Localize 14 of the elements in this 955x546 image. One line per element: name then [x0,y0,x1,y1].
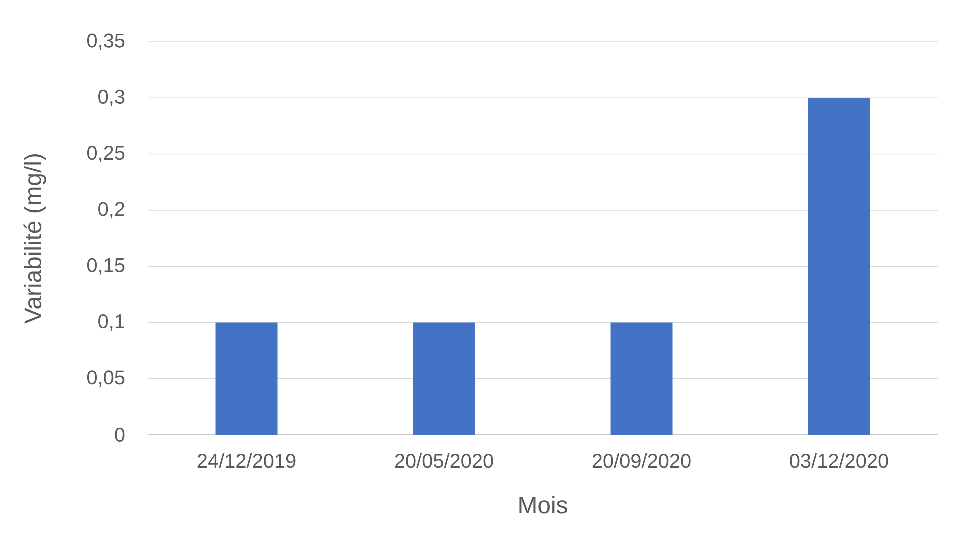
y-tick-label: 0,15 [87,258,125,275]
y-axis-title: Variabilité (mg/l) [24,154,46,324]
y-tick-label: 0 [115,428,125,442]
x-tick-label: 20/05/2020 [395,454,494,468]
x-tick-label: 03/12/2020 [790,454,888,468]
y-tick-label: 0,1 [98,314,125,331]
x-tick-label: 20/09/2020 [592,454,691,468]
x-axis-title: Mois [520,496,568,514]
x-tick-label: 24/12/2019 [198,454,296,468]
y-tick-label: 0,25 [87,146,125,162]
y-tick-label: 0,2 [98,202,124,219]
y-tick-label: 0,05 [87,370,125,388]
y-tick-label: 0,3 [98,90,125,106]
y-tick-label: 0,35 [87,34,125,50]
